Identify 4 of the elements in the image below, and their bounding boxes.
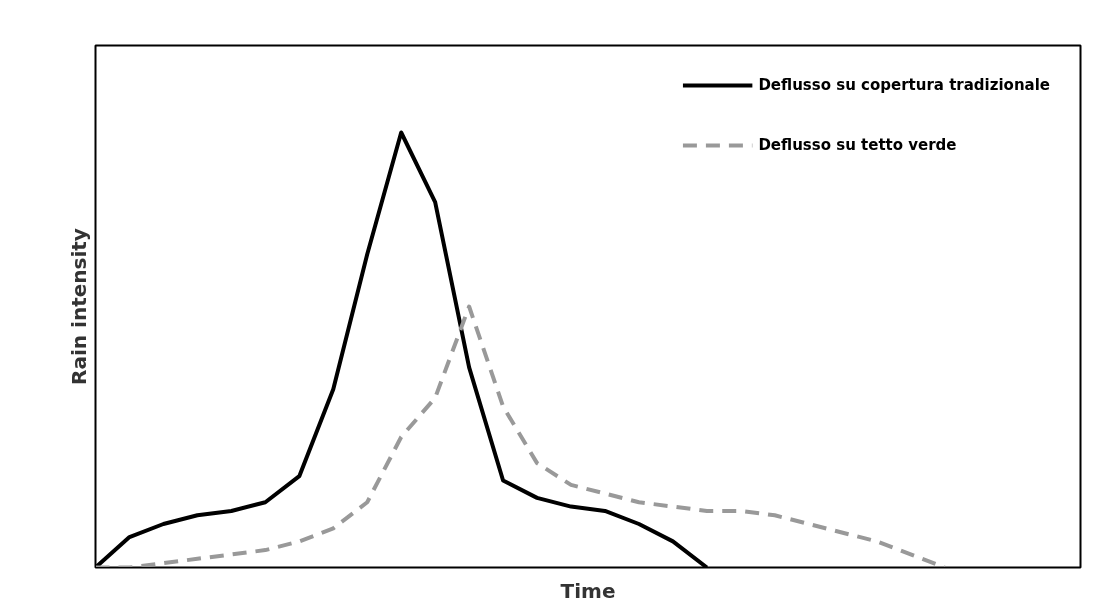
legend-label: Deflusso su tetto verde [758, 136, 957, 154]
x-axis-title: Time [560, 578, 616, 603]
y-axis-title: Rain intensity [66, 228, 91, 385]
legend-label: Deflusso su copertura tradizionale [758, 76, 1050, 94]
